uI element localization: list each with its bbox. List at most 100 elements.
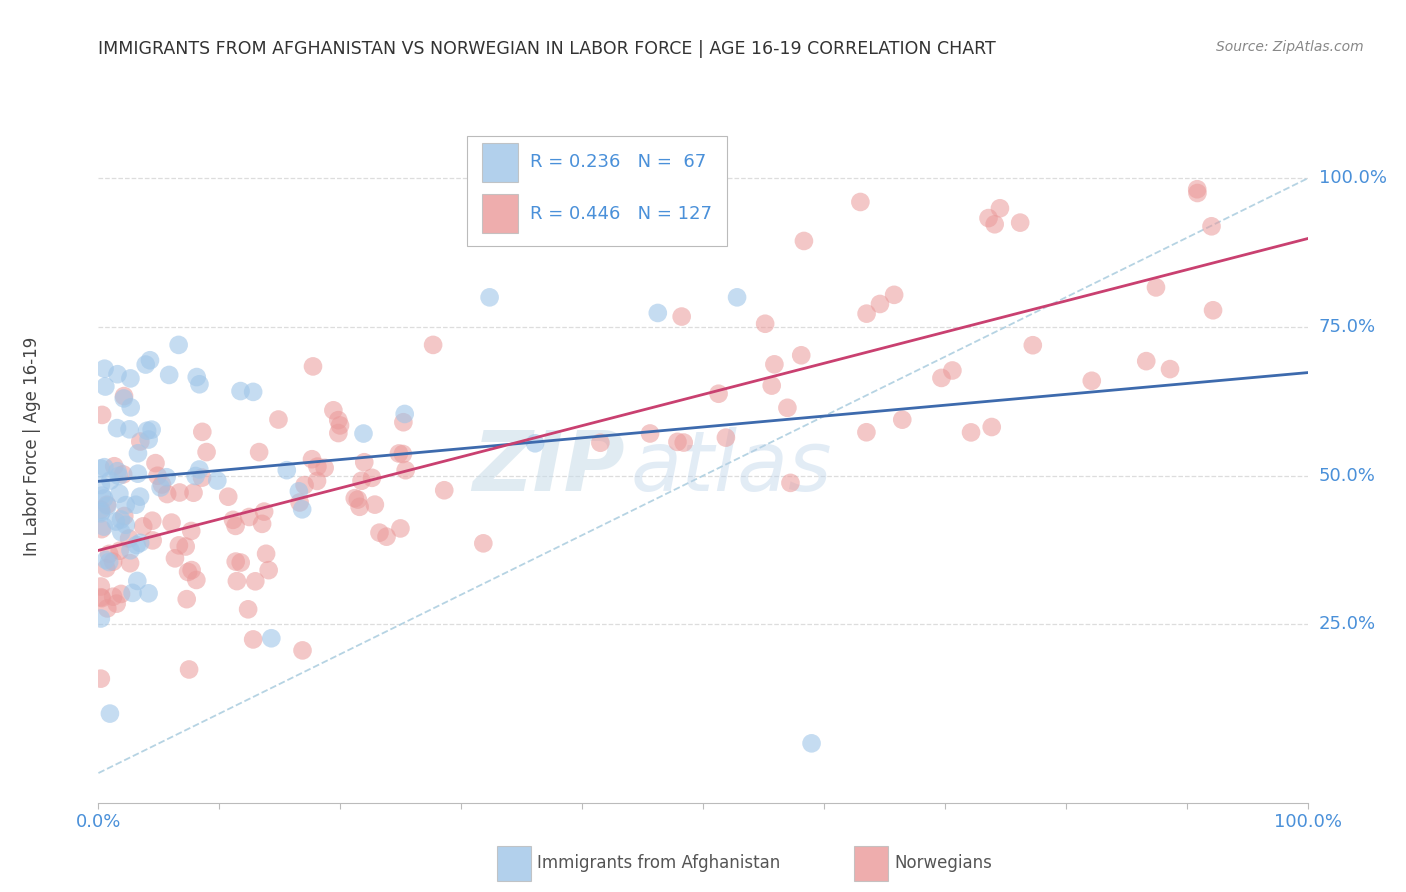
Point (132, 519, 155, 533)
Point (225, 519, 247, 533)
Point (163, 551, 186, 566)
Point (1022, 338, 1045, 352)
Point (276, 463, 298, 477)
Point (883, 288, 905, 302)
Point (302, 359, 325, 374)
Point (167, 538, 190, 552)
Point (395, 463, 418, 477)
Point (350, 474, 373, 488)
Point (478, 290, 501, 304)
Point (389, 521, 412, 535)
Point (343, 491, 366, 506)
Point (127, 467, 149, 481)
Point (141, 514, 163, 528)
Point (125, 498, 148, 512)
Point (177, 565, 200, 579)
Point (305, 474, 328, 488)
Point (294, 478, 316, 492)
Point (472, 536, 495, 550)
Point (394, 407, 416, 421)
Point (589, 435, 612, 450)
Point (217, 490, 239, 504)
Point (183, 485, 205, 500)
Point (96, 499, 118, 513)
Point (120, 401, 142, 415)
Point (242, 632, 264, 647)
Point (714, 431, 737, 445)
Point (524, 436, 547, 450)
Point (108, 543, 131, 558)
Point (112, 389, 135, 403)
Point (138, 433, 160, 447)
Point (247, 445, 270, 459)
Point (301, 452, 323, 467)
Point (98, 547, 121, 561)
Point (90, 522, 112, 536)
Point (127, 446, 149, 460)
Point (118, 532, 141, 546)
Point (1187, 182, 1209, 196)
Point (638, 426, 661, 441)
Point (112, 392, 135, 406)
Point (754, 317, 776, 331)
Point (245, 574, 267, 589)
Point (94, 553, 117, 567)
Bar (482, 194, 517, 234)
Point (127, 574, 149, 588)
Point (191, 425, 214, 439)
Point (101, 555, 124, 569)
Point (93, 361, 115, 376)
Point (156, 487, 179, 501)
Point (129, 536, 152, 550)
Point (108, 469, 131, 483)
Point (977, 211, 1000, 225)
Point (1144, 280, 1167, 294)
Point (90, 591, 112, 606)
Point (1159, 362, 1181, 376)
Point (107, 464, 129, 478)
Point (347, 492, 370, 507)
Point (392, 415, 415, 429)
Point (322, 403, 344, 417)
Point (155, 470, 177, 484)
Point (328, 413, 350, 427)
Point (120, 371, 142, 385)
Point (433, 483, 456, 498)
Point (177, 663, 200, 677)
Point (138, 586, 160, 600)
Point (1081, 374, 1104, 388)
Point (101, 590, 124, 604)
Point (108, 486, 131, 500)
Point (110, 512, 132, 526)
Point (1010, 216, 1032, 230)
Point (288, 484, 311, 499)
Point (260, 632, 283, 646)
Point (779, 475, 801, 490)
Point (763, 357, 786, 371)
Point (353, 426, 375, 441)
Text: Immigrants from Afghanistan: Immigrants from Afghanistan (537, 855, 780, 872)
Point (191, 470, 214, 484)
Point (891, 412, 914, 426)
Point (364, 498, 387, 512)
Point (267, 412, 290, 426)
Point (120, 543, 142, 558)
Point (291, 502, 314, 516)
Text: R = 0.446   N = 127: R = 0.446 N = 127 (530, 205, 711, 223)
Point (314, 461, 336, 475)
Point (98, 706, 121, 721)
Point (96, 601, 118, 615)
Text: ZIP: ZIP (472, 427, 624, 508)
Point (707, 386, 730, 401)
Point (1135, 354, 1157, 368)
Point (118, 422, 141, 436)
Point (328, 425, 350, 440)
Point (184, 469, 207, 483)
Point (107, 368, 129, 382)
Point (90, 507, 112, 521)
Text: IMMIGRANTS FROM AFGHANISTAN VS NORWEGIAN IN LABOR FORCE | AGE 16-19 CORRELATION : IMMIGRANTS FROM AFGHANISTAN VS NORWEGIAN… (98, 40, 997, 58)
Point (146, 468, 169, 483)
Point (288, 495, 311, 509)
Point (960, 425, 983, 440)
Point (176, 592, 198, 607)
